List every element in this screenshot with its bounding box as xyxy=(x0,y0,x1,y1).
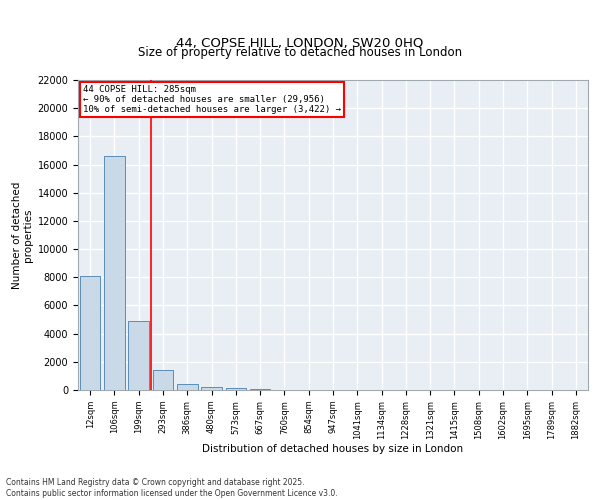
Bar xyxy=(152,370,173,390)
Bar xyxy=(250,389,271,390)
Text: 44, COPSE HILL, LONDON, SW20 0HQ: 44, COPSE HILL, LONDON, SW20 0HQ xyxy=(176,36,424,49)
Text: Size of property relative to detached houses in London: Size of property relative to detached ho… xyxy=(138,46,462,59)
Bar xyxy=(201,387,222,390)
Bar xyxy=(128,321,149,390)
Text: Contains HM Land Registry data © Crown copyright and database right 2025.
Contai: Contains HM Land Registry data © Crown c… xyxy=(6,478,338,498)
Bar xyxy=(104,156,125,390)
Bar xyxy=(226,388,246,390)
Text: 44 COPSE HILL: 285sqm
← 90% of detached houses are smaller (29,956)
10% of semi-: 44 COPSE HILL: 285sqm ← 90% of detached … xyxy=(83,84,341,114)
Bar xyxy=(177,384,197,390)
X-axis label: Distribution of detached houses by size in London: Distribution of detached houses by size … xyxy=(202,444,464,454)
Bar xyxy=(80,276,100,390)
Y-axis label: Number of detached
properties: Number of detached properties xyxy=(11,182,33,288)
